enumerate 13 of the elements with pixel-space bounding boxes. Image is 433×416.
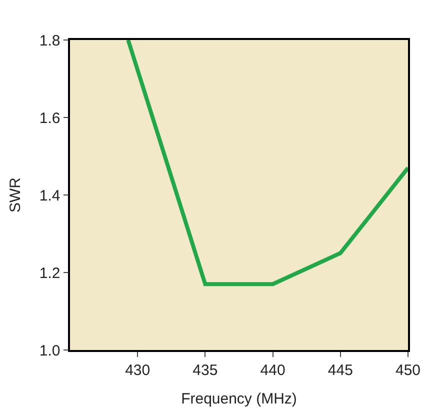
x-tick-label: 450 — [395, 362, 421, 379]
y-tick-label: 1.4 — [39, 187, 60, 204]
x-tick-label: 445 — [328, 362, 353, 379]
line-series — [126, 40, 408, 286]
x-axis-title: Frequency (MHz) — [181, 390, 297, 408]
y-axis-title: SWR — [7, 177, 24, 212]
y-tick-label: 1.0 — [39, 342, 60, 360]
y-tick-label: 1.2 — [39, 264, 60, 282]
y-tick-label: 1.8 — [39, 32, 60, 50]
x-tick-label: 435 — [192, 362, 218, 379]
y-tick-label: 1.6 — [39, 110, 60, 127]
x-tick-label: 440 — [260, 362, 286, 379]
x-tick-label: 430 — [125, 362, 150, 379]
